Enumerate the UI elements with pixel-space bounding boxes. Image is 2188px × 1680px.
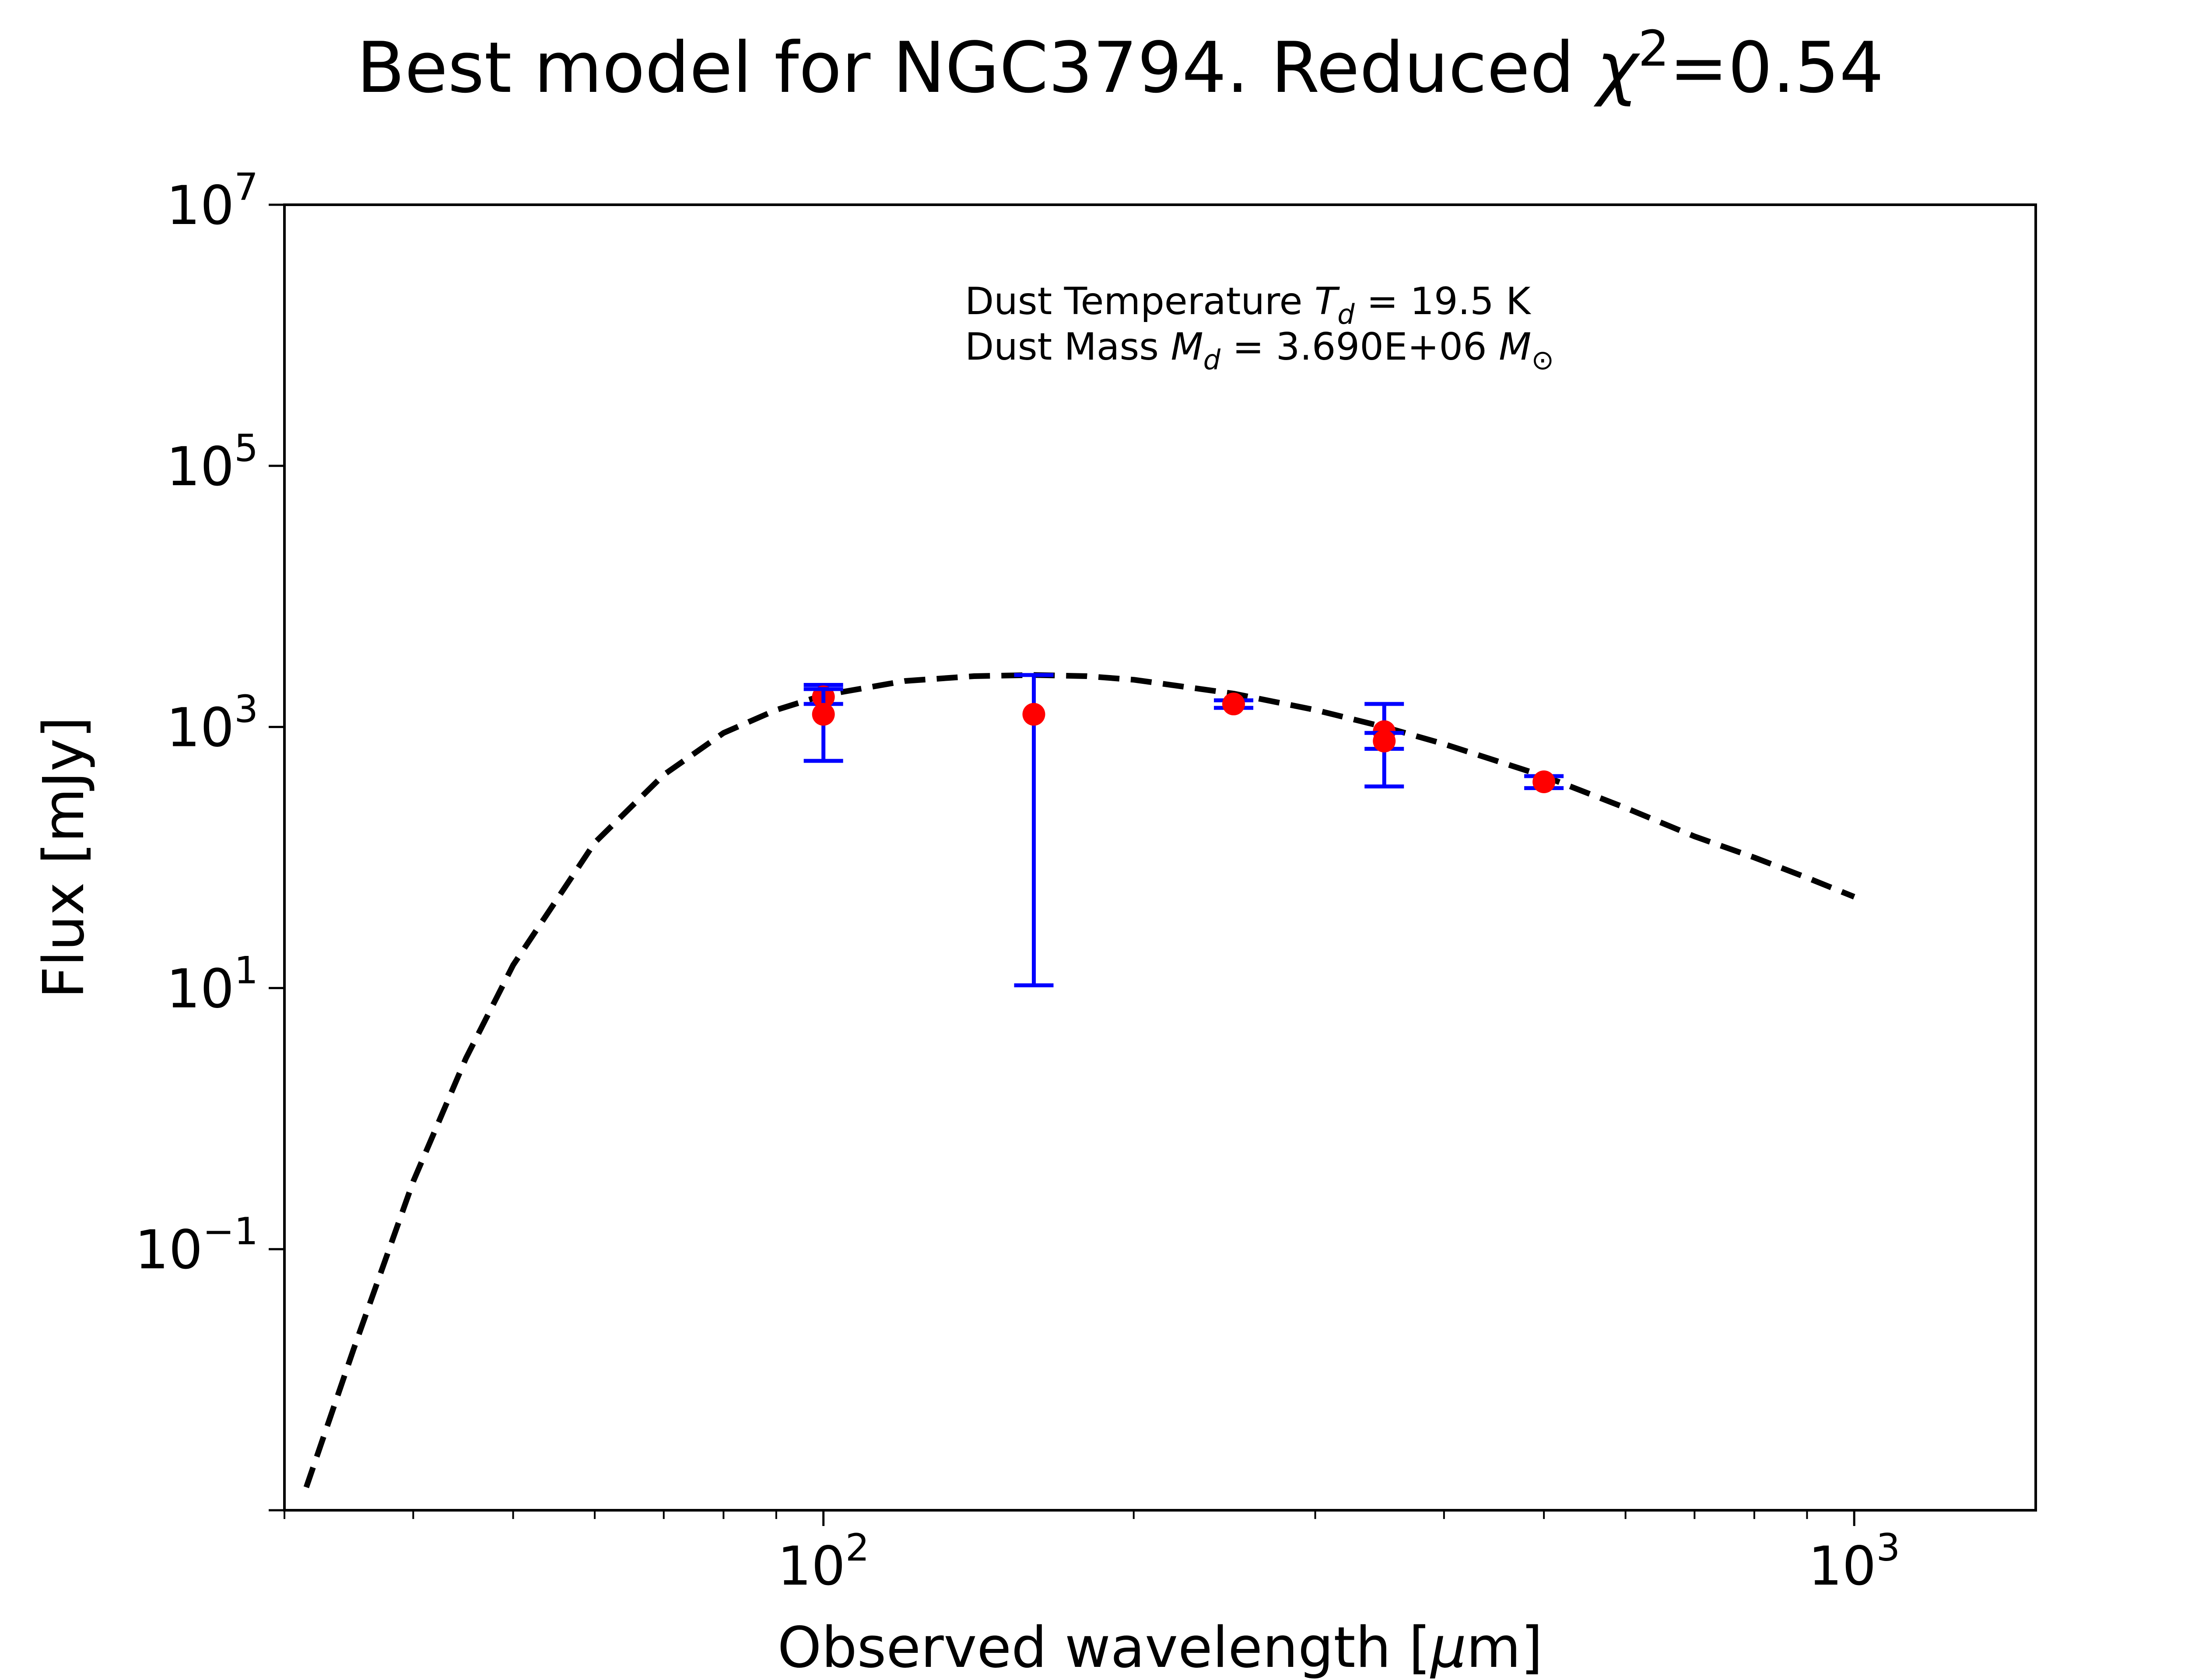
observation-layer xyxy=(803,673,1564,987)
data-marker xyxy=(1373,729,1396,752)
chart-title: Best model for NGC3794. Reduced χ2=0.54 xyxy=(357,21,1884,108)
y-tick-label: 105 xyxy=(166,427,258,498)
x-axis-ticks: 102 103 xyxy=(284,1510,1900,1597)
data-marker xyxy=(1022,703,1045,726)
x-tick-label: 103 xyxy=(1808,1526,1900,1597)
y-axis-label: Flux [mJy] xyxy=(32,717,97,999)
plot-area xyxy=(283,203,2037,1512)
y-tick-label: 101 xyxy=(166,948,258,1020)
dust-mass-annotation: Dust Mass Md = 3.690E+06 M⊙ xyxy=(965,325,1554,376)
data-point xyxy=(1364,729,1404,752)
y-tick-label: 107 xyxy=(166,165,258,237)
data-marker xyxy=(812,703,835,726)
data-marker xyxy=(1222,693,1245,716)
y-tick-label: 10−1 xyxy=(135,1210,258,1281)
data-point xyxy=(1524,770,1564,793)
y-tick-label: 103 xyxy=(166,688,258,759)
x-tick-label: 102 xyxy=(778,1526,870,1597)
data-point xyxy=(1214,693,1254,716)
data-point xyxy=(1014,673,1054,987)
dust-temperature-annotation: Dust Temperature Td = 19.5 K xyxy=(965,280,1532,330)
x-axis-label: Observed wavelength [μm] xyxy=(778,1615,1543,1680)
data-marker xyxy=(1532,770,1556,793)
y-axis-ticks: 10−1 101 103 105 107 xyxy=(135,165,284,1512)
data-point xyxy=(803,687,843,763)
